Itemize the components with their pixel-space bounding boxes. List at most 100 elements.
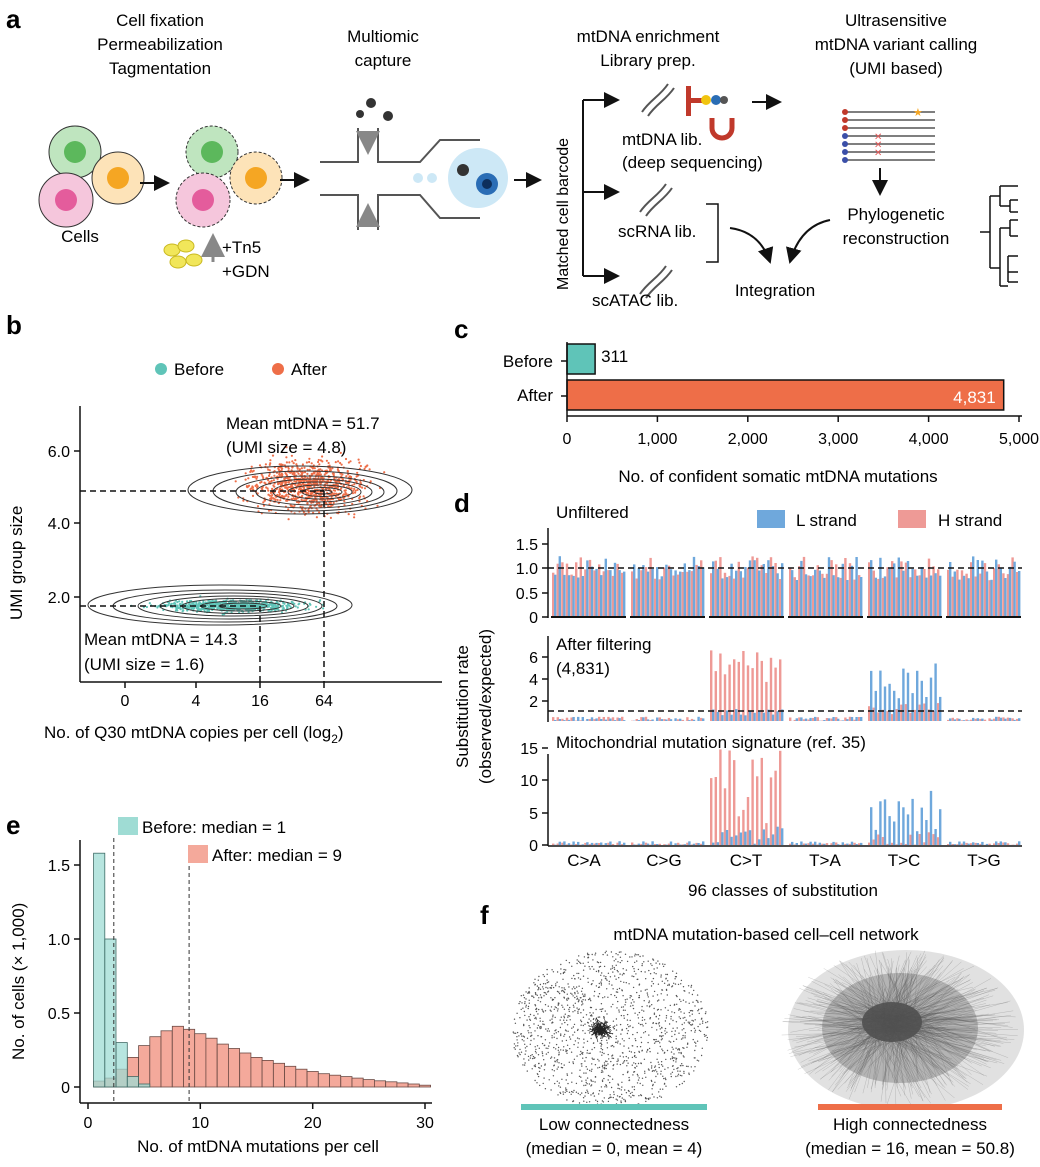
network-node	[660, 1046, 661, 1047]
d-bar-l	[977, 718, 979, 721]
network-node	[552, 1069, 553, 1070]
phylo-line2: reconstruction	[843, 229, 950, 248]
network-node	[598, 1093, 599, 1094]
scatter-point-after	[310, 492, 312, 494]
scatter-point-before	[277, 609, 279, 611]
network-node	[583, 963, 584, 964]
network-node	[528, 1008, 529, 1009]
scatter-point-after	[256, 476, 258, 478]
network-node	[617, 989, 618, 990]
network-node	[619, 1088, 620, 1089]
d-bar-l	[832, 575, 834, 617]
network-node	[667, 974, 668, 975]
network-node	[675, 1076, 676, 1077]
d-bar-l	[647, 719, 649, 721]
network-node	[562, 1067, 563, 1068]
network-node	[700, 1001, 701, 1002]
network-node	[621, 1082, 622, 1083]
e-bar-after	[139, 1046, 150, 1087]
legend-after-dot	[272, 363, 284, 375]
network-node	[645, 978, 646, 979]
network-node	[534, 1030, 535, 1031]
c-xtick-label: 3,000	[818, 431, 858, 448]
network-node	[662, 1066, 663, 1067]
e-bar-after	[240, 1053, 251, 1087]
network-node	[585, 1072, 586, 1073]
scatter-point-after	[311, 462, 313, 464]
network-node	[588, 1018, 589, 1019]
network-node	[544, 1069, 545, 1070]
network-node	[595, 1100, 596, 1101]
network-node	[606, 1065, 607, 1066]
network-node	[572, 1101, 573, 1102]
network-node	[556, 982, 557, 983]
network-node	[627, 961, 628, 962]
scatter-point-after	[369, 468, 371, 470]
network-node	[676, 1004, 677, 1005]
network-node	[618, 1009, 619, 1010]
network-node	[576, 986, 577, 987]
network-node	[678, 1033, 679, 1034]
network-node	[537, 1013, 538, 1014]
d-bar-l	[791, 842, 793, 845]
network-node	[601, 1044, 602, 1045]
network-node	[582, 1058, 583, 1059]
scatter-point-after	[350, 476, 352, 478]
network-node	[550, 1058, 551, 1059]
network-node	[517, 1032, 518, 1033]
network-node	[673, 1041, 674, 1042]
network-node	[590, 1079, 591, 1080]
network-node	[539, 1071, 540, 1072]
network-node	[611, 1055, 612, 1056]
network-node	[612, 1068, 613, 1069]
network-node	[554, 1030, 555, 1031]
network-node	[653, 1096, 654, 1097]
scatter-point-after	[376, 505, 378, 507]
network-node	[627, 1072, 628, 1073]
network-node	[552, 1016, 553, 1017]
xlabel-b: No. of Q30 mtDNA copies per cell (log2)	[44, 723, 344, 746]
network-node	[574, 988, 575, 989]
network-node	[551, 1037, 552, 1038]
network-node	[651, 985, 652, 986]
scatter-point-before	[273, 604, 275, 606]
scatter-point-after	[353, 488, 355, 490]
network-node	[688, 985, 689, 986]
network-node	[705, 1035, 706, 1036]
network-node	[580, 963, 581, 964]
network-node	[689, 1023, 690, 1024]
network-node	[547, 1030, 548, 1031]
d-xcat-ta: T>A	[809, 851, 841, 870]
network-node	[540, 1001, 541, 1002]
d-bar-l	[967, 578, 969, 617]
network-node	[600, 962, 601, 963]
network-node	[624, 1004, 625, 1005]
network-node	[535, 1009, 536, 1010]
network-node	[542, 1051, 543, 1052]
d-bar-l	[651, 841, 653, 845]
network-node	[534, 1018, 535, 1019]
network-node	[567, 1005, 568, 1006]
network-node	[698, 1060, 699, 1061]
network-node	[517, 1056, 518, 1057]
d-bar-l	[776, 827, 778, 845]
network-node	[561, 1005, 562, 1006]
scatter-after	[235, 446, 386, 520]
network-node	[568, 986, 569, 987]
network-node	[584, 966, 585, 967]
network-node	[567, 1045, 568, 1046]
step2-line2: capture	[355, 51, 412, 70]
network-node	[616, 1007, 617, 1008]
network-node	[544, 976, 545, 977]
network-node	[649, 1018, 650, 1019]
network-node	[672, 1020, 673, 1021]
network-node	[623, 1045, 624, 1046]
e-bar-after	[195, 1034, 206, 1087]
d-bar-l	[819, 571, 821, 618]
network-node	[608, 1058, 609, 1059]
d-sub3-title: Mitochondrial mutation signature (ref. 3…	[556, 733, 866, 752]
scatter-point-after	[346, 493, 348, 495]
network-node	[683, 1071, 684, 1072]
network-node	[641, 1006, 642, 1007]
network-node	[620, 1064, 621, 1065]
